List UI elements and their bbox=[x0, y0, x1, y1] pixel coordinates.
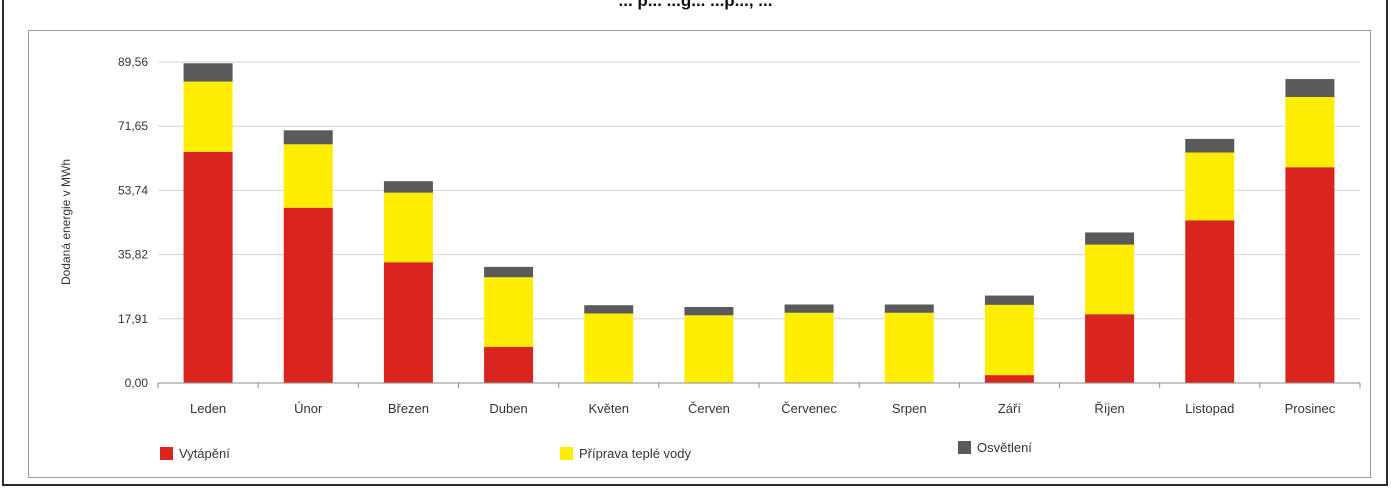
legend: Vytápění Příprava teplé vody Osvětlení bbox=[160, 440, 1032, 461]
bar-Prosinec-lighting bbox=[1285, 79, 1335, 97]
legend-swatch bbox=[560, 447, 573, 460]
y-tick-label: 35,82 bbox=[118, 248, 148, 262]
bar-Duben-lighting bbox=[484, 266, 534, 278]
x-tick-label: Březen bbox=[388, 401, 429, 416]
bar-Listopad-heating bbox=[1185, 220, 1235, 383]
bar-Březen-hot-water bbox=[383, 192, 433, 263]
x-tick-label: Říjen bbox=[1094, 401, 1124, 416]
x-tick-label: Listopad bbox=[1185, 401, 1234, 416]
y-tick-label: 89,56 bbox=[118, 55, 148, 69]
y-tick-labels: 0,00 17,91 35,82 53,74 71,65 89,56 bbox=[118, 55, 148, 390]
bar-Září-lighting bbox=[984, 295, 1034, 305]
bar-Říjen-heating bbox=[1085, 314, 1135, 383]
chart-frame bbox=[28, 30, 1371, 478]
bar-Duben-hot-water bbox=[484, 277, 534, 347]
bar-Únor-hot-water bbox=[283, 144, 333, 208]
page-title: ... p... ...g... ...p..., ... bbox=[618, 0, 773, 10]
bar-Srpen-lighting bbox=[884, 304, 934, 313]
y-tick-label: 0,00 bbox=[125, 376, 149, 390]
bar-Prosinec-hot-water bbox=[1285, 96, 1335, 168]
x-tick-label: Únor bbox=[294, 401, 323, 416]
x-tick-label: Duben bbox=[489, 401, 527, 416]
legend-label: Osvětlení bbox=[977, 440, 1032, 455]
x-tick-label: Srpen bbox=[892, 401, 927, 416]
axes bbox=[157, 382, 1361, 388]
bar-Říjen-hot-water bbox=[1085, 244, 1135, 315]
y-tick-label: 71,65 bbox=[118, 119, 148, 133]
x-tick-label: Leden bbox=[190, 401, 226, 416]
legend-label: Vytápění bbox=[179, 446, 230, 461]
x-tick-label: Červenec bbox=[781, 401, 837, 416]
bar-Březen-lighting bbox=[383, 181, 433, 193]
y-tick-label: 17,91 bbox=[118, 312, 148, 326]
x-tick-label: Prosinec bbox=[1285, 401, 1336, 416]
x-tick-label: Květen bbox=[589, 401, 629, 416]
bar-Duben-heating bbox=[484, 346, 534, 383]
x-tick-labels: Leden Únor Březen Duben Květen Červen Červenec… bbox=[190, 401, 1336, 416]
bar-Listopad-lighting bbox=[1185, 138, 1235, 153]
y-tick-label: 53,74 bbox=[118, 183, 148, 197]
bar-Květen-lighting bbox=[584, 305, 634, 314]
bar-Leden-lighting bbox=[183, 63, 233, 82]
legend-swatch bbox=[958, 441, 971, 454]
bar-Březen-heating bbox=[383, 262, 433, 383]
bar-Září-heating bbox=[984, 375, 1034, 383]
x-tick-label: Červen bbox=[688, 401, 730, 416]
y-axis-label: Dodaná energie v MWh bbox=[59, 159, 73, 285]
bar-Leden-hot-water bbox=[183, 81, 233, 152]
bar-Srpen-hot-water bbox=[884, 312, 934, 383]
legend-label: Příprava teplé vody bbox=[579, 446, 692, 461]
bar-Červenec-lighting bbox=[784, 304, 834, 313]
grid-lines bbox=[158, 61, 1360, 320]
bar-Říjen-lighting bbox=[1085, 232, 1135, 245]
bar-Červen-hot-water bbox=[684, 315, 734, 383]
bar-Leden-heating bbox=[183, 151, 233, 383]
bars bbox=[183, 63, 1335, 383]
bar-Listopad-hot-water bbox=[1185, 152, 1235, 221]
x-tick-label: Září bbox=[998, 401, 1022, 416]
bar-Červenec-hot-water bbox=[784, 312, 834, 383]
bar-Červen-lighting bbox=[684, 307, 734, 316]
bar-Únor-lighting bbox=[283, 130, 333, 145]
bar-Prosinec-heating bbox=[1285, 167, 1335, 383]
legend-swatch bbox=[160, 447, 173, 460]
bar-Září-hot-water bbox=[984, 304, 1034, 376]
bar-Únor-heating bbox=[283, 207, 333, 383]
bar-Květen-hot-water bbox=[584, 313, 634, 383]
